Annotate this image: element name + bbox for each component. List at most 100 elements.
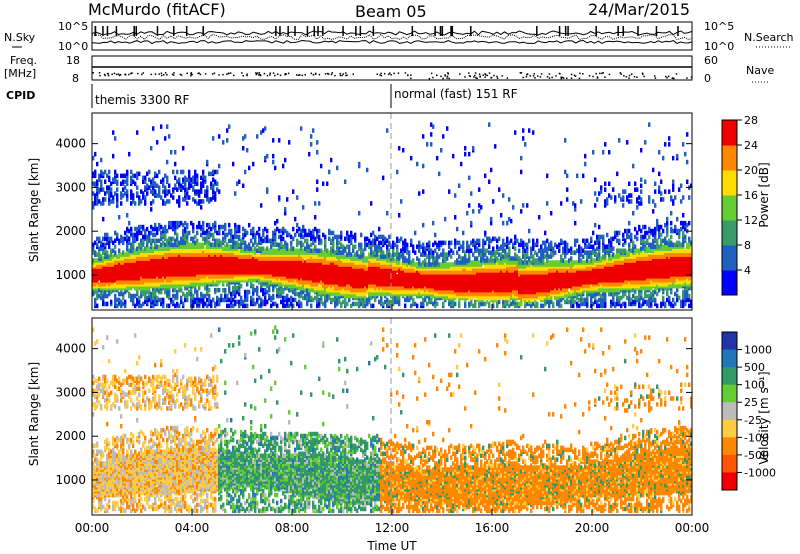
range-gate-cell bbox=[122, 236, 125, 242]
range-gate-cell bbox=[252, 226, 255, 232]
cpid-segment-1: themis 3300 RF bbox=[95, 93, 189, 107]
range-gate-cell bbox=[120, 173, 123, 179]
range-gate-cell bbox=[380, 246, 383, 251]
range-gate-cell bbox=[206, 234, 209, 240]
range-gate-cell bbox=[312, 248, 315, 253]
range-gate-cell bbox=[168, 276, 171, 281]
nave-point bbox=[141, 73, 143, 76]
range-gate-cell bbox=[250, 238, 253, 244]
range-gate-cell bbox=[326, 181, 329, 186]
range-gate-cell bbox=[370, 201, 373, 206]
range-gate-cell bbox=[106, 185, 109, 190]
range-gate-cell bbox=[190, 220, 193, 226]
range-gate-cell bbox=[284, 207, 287, 212]
range-gate-cell bbox=[256, 252, 259, 257]
range-gate-cell bbox=[348, 248, 351, 253]
range-gate-cell bbox=[176, 260, 179, 265]
range-gate-cell bbox=[234, 226, 237, 232]
range-gate-cell bbox=[280, 248, 283, 253]
nave-point bbox=[380, 72, 382, 75]
range-gate-cell bbox=[278, 138, 281, 143]
range-gate-cell bbox=[140, 276, 143, 281]
range-gate-cell bbox=[94, 201, 97, 206]
range-gate-cell bbox=[114, 250, 117, 255]
range-gate-cell bbox=[136, 297, 139, 303]
range-gate-cell bbox=[358, 211, 361, 216]
range-gate-cell bbox=[252, 232, 255, 238]
range-gate-cell bbox=[412, 297, 415, 303]
nave-point bbox=[444, 74, 446, 76]
range-gate-cell bbox=[310, 248, 313, 253]
range-gate-cell bbox=[216, 287, 219, 293]
range-gate-cell bbox=[142, 179, 145, 184]
nave-point bbox=[379, 74, 381, 76]
range-gate-cell bbox=[282, 248, 285, 253]
range-gate-cell bbox=[158, 238, 161, 244]
range-gate-cell bbox=[102, 299, 105, 305]
range-gate-cell bbox=[298, 232, 301, 238]
range-gate-cell bbox=[316, 299, 319, 305]
range-gate-cell bbox=[284, 295, 287, 301]
range-gate-cell bbox=[190, 291, 193, 297]
range-gate-cell bbox=[298, 248, 301, 253]
range-gate-cell bbox=[176, 293, 179, 299]
range-gate-cell bbox=[200, 242, 203, 248]
range-gate-cell bbox=[304, 246, 307, 251]
range-gate-cell bbox=[154, 226, 157, 232]
range-gate-cell bbox=[314, 244, 317, 249]
range-gate-cell bbox=[172, 169, 175, 175]
range-gate-cell bbox=[100, 246, 103, 251]
range-gate-cell bbox=[116, 187, 119, 192]
range-gate-cell bbox=[238, 228, 241, 234]
nave-point bbox=[493, 74, 495, 77]
nave-point bbox=[163, 74, 165, 76]
range-gate-cell bbox=[304, 293, 307, 299]
range-gate-cell bbox=[154, 189, 157, 194]
range-gate-cell bbox=[214, 169, 217, 175]
range-gate-cell bbox=[298, 291, 301, 297]
range-gate-cell bbox=[168, 183, 171, 188]
range-gate-cell bbox=[104, 242, 107, 248]
range-gate-cell bbox=[184, 179, 187, 184]
nave-point bbox=[128, 73, 130, 76]
nave-point bbox=[312, 73, 315, 76]
range-gate-cell bbox=[278, 234, 281, 240]
nave-point bbox=[304, 74, 306, 76]
range-gate-cell bbox=[250, 282, 253, 287]
range-gate-cell bbox=[286, 230, 289, 236]
range-gate-cell bbox=[186, 297, 189, 303]
range-gate-cell bbox=[288, 140, 291, 145]
range-gate-cell bbox=[110, 236, 113, 242]
range-gate-cell bbox=[160, 301, 163, 307]
range-gate-cell bbox=[324, 238, 327, 244]
range-gate-cell bbox=[142, 248, 145, 253]
range-gate-cell bbox=[266, 234, 269, 240]
range-gate-cell bbox=[170, 297, 173, 303]
range-gate-cell bbox=[310, 287, 313, 293]
range-gate-cell bbox=[154, 222, 157, 228]
range-gate-cell bbox=[156, 244, 159, 249]
range-gate-cell bbox=[220, 293, 223, 299]
range-gate-cell bbox=[266, 246, 269, 251]
range-gate-cell bbox=[142, 234, 145, 240]
range-gate-cell bbox=[284, 244, 287, 249]
nave-point bbox=[284, 74, 286, 76]
range-gate-cell bbox=[216, 238, 219, 244]
range-gate-cell bbox=[290, 244, 293, 249]
range-gate-cell bbox=[296, 242, 299, 248]
range-gate-cell bbox=[410, 155, 413, 161]
cpid-label: CPID bbox=[6, 89, 35, 102]
nave-point bbox=[565, 77, 568, 80]
range-gate-cell bbox=[200, 224, 203, 230]
range-gate-cell bbox=[240, 258, 243, 263]
range-gate-cell bbox=[146, 171, 149, 177]
range-gate-cell bbox=[106, 250, 109, 255]
range-gate-cell bbox=[120, 201, 123, 206]
range-gate-cell bbox=[306, 287, 309, 293]
range-gate-cell bbox=[134, 173, 137, 179]
range-gate-cell bbox=[178, 254, 181, 259]
range-gate-cell bbox=[132, 297, 135, 303]
range-gate-cell bbox=[156, 301, 159, 307]
nave-point bbox=[255, 72, 257, 74]
range-gate-cell bbox=[98, 199, 101, 204]
